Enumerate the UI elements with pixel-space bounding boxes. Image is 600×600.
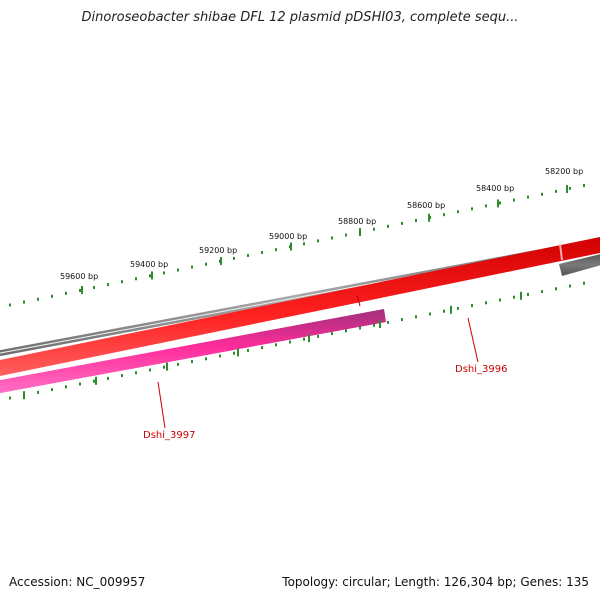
tick-label: 58400 bp (476, 184, 514, 193)
bottom-major-ticks (23, 291, 522, 400)
top-tick-ruler (9, 183, 585, 307)
feature-dark-segment[interactable] (559, 253, 600, 276)
gene-arrow-dshi-3996[interactable] (0, 236, 600, 377)
bottom-tick-ruler (9, 281, 585, 400)
gene-label-dshi-3996[interactable]: Dshi_3996 (455, 364, 507, 375)
gene-arrow-dshi-3996-edge (559, 243, 563, 261)
gene-label-leader-dshi-3996 (467, 317, 479, 363)
tick-label: 59000 bp (269, 232, 307, 241)
bottom-minor-ticks (9, 281, 585, 400)
tick-label: 59400 bp (130, 260, 168, 269)
tick-labels: 59600 bp 59400 bp 59200 bp 59000 bp 5880… (60, 167, 583, 281)
tick-label: 59200 bp (199, 246, 237, 255)
map-title: Dinoroseobacter shibae DFL 12 plasmid pD… (81, 10, 519, 25)
gene-arrow-dshi-3996-separator (356, 294, 361, 307)
gene-arrow-dshi-3997[interactable] (0, 309, 386, 394)
accession-text: Accession: NC_009957 (9, 575, 146, 589)
tick-label: 58800 bp (338, 217, 376, 226)
sequence-summary-text: Topology: circular; Length: 126,304 bp; … (282, 575, 589, 589)
tick-label: 58200 bp (545, 167, 583, 176)
top-minor-ticks (9, 183, 585, 307)
tick-label: 59600 bp (60, 272, 98, 281)
gene-label-leader-dshi-3997 (157, 381, 166, 429)
gene-label-dshi-3997[interactable]: Dshi_3997 (143, 430, 195, 441)
tick-label: 58600 bp (407, 201, 445, 210)
top-major-ticks (81, 185, 568, 295)
